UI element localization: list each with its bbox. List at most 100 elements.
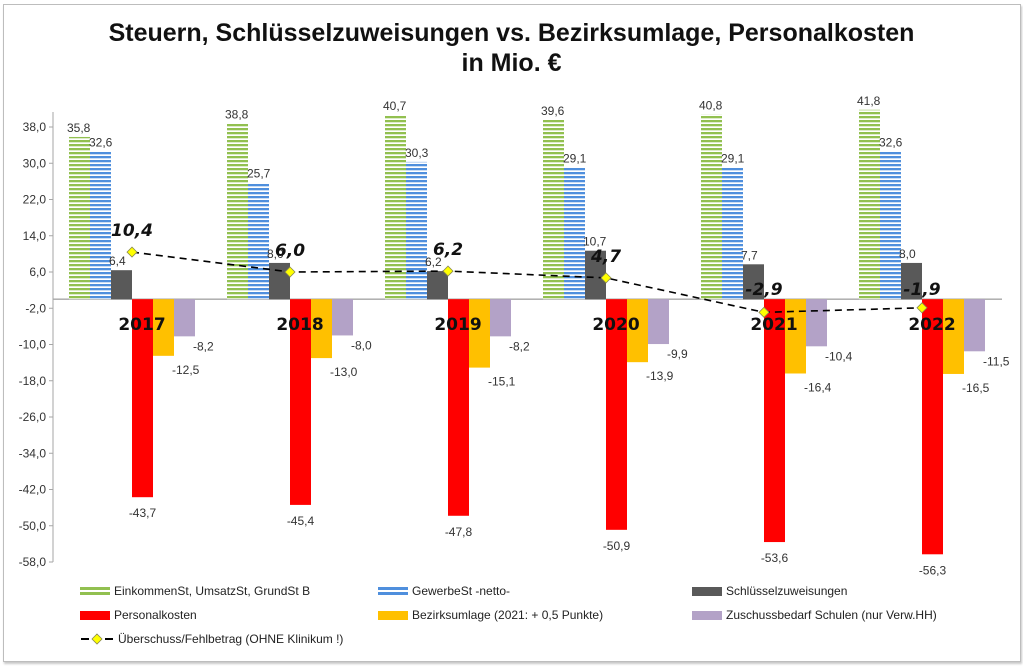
data-label: 32,6 <box>89 135 113 149</box>
data-label: 8,0 <box>899 247 916 261</box>
data-label: 29,1 <box>721 151 745 165</box>
bar-einkommenst-2019 <box>385 114 406 300</box>
x-category-label: 2020 <box>592 315 639 335</box>
data-label: 7,7 <box>741 248 758 262</box>
x-category-label: 2017 <box>118 315 165 335</box>
line-data-label: 10,4 <box>111 221 153 241</box>
bar-gewerbest-2020 <box>564 167 585 300</box>
bar-personalkosten-2020 <box>606 299 627 530</box>
chart-subtitle: in Mio. € <box>461 49 562 77</box>
bar-gewerbest-2021 <box>722 167 743 300</box>
legend-label: Zuschussbedarf Schulen (nur Verw.HH) <box>726 608 937 622</box>
legend-label: GewerbeSt -netto- <box>412 584 511 598</box>
line-data-label: -2,9 <box>745 280 782 300</box>
data-label: -50,9 <box>603 539 631 553</box>
bar-schlüsselzuweisungen-2020 <box>585 250 606 300</box>
bar-einkommenst-2022 <box>859 109 880 300</box>
line-data-label: -1,9 <box>903 280 940 300</box>
data-label: -9,9 <box>667 347 688 361</box>
data-label: 25,7 <box>247 167 271 181</box>
bar-schlüsselzuweisungen-2017 <box>111 270 132 300</box>
line-marker <box>758 306 770 318</box>
legend-swatch <box>378 610 408 620</box>
x-category-label: 2018 <box>276 315 323 335</box>
legend-item-schluesselzuweisungen: Schlüsselzuweisungen <box>692 583 847 599</box>
legend-swatch <box>80 610 110 620</box>
line-data-label: 4,7 <box>590 247 621 267</box>
bar-schlüsselzuweisungen-2021 <box>743 264 764 300</box>
bar-zuschussbedarf-2020 <box>648 299 669 345</box>
legend-swatch <box>378 587 408 595</box>
data-label: -56,3 <box>919 563 947 577</box>
data-label: -8,2 <box>193 339 214 353</box>
bar-personalkosten-2017 <box>132 299 153 498</box>
bar-gewerbest-2019 <box>406 161 427 300</box>
data-label: -8,2 <box>509 339 530 353</box>
y-tick-label: -58,0 <box>19 555 47 569</box>
data-label: -11,5 <box>983 354 1010 368</box>
data-label: -12,5 <box>172 363 200 377</box>
line-marker <box>126 246 138 258</box>
bar-zuschussbedarf-2017 <box>174 299 195 337</box>
data-label: 29,1 <box>563 151 587 165</box>
bar-personalkosten-2019 <box>448 299 469 516</box>
y-tick-label: 38,0 <box>23 120 47 134</box>
data-label: 35,8 <box>67 121 91 135</box>
y-tick-label: 30,0 <box>23 156 47 170</box>
chart-title: Steuern, Schlüsselzuweisungen vs. Bezirk… <box>0 18 1023 78</box>
bar-zuschussbedarf-2019 <box>490 299 511 337</box>
legend-item-zuschussbedarf: Zuschussbedarf Schulen (nur Verw.HH) <box>692 607 937 623</box>
y-tick-label: 6,0 <box>29 265 46 279</box>
y-tick-label: -42,0 <box>19 483 47 497</box>
data-label: -16,4 <box>804 381 832 395</box>
legend-label: Schlüsselzuweisungen <box>726 584 848 598</box>
line-marker <box>916 302 928 314</box>
bar-einkommenst-2017 <box>69 136 90 300</box>
data-label: -13,0 <box>330 365 358 379</box>
data-label: -47,8 <box>445 525 473 539</box>
legend-label: EinkommenSt, UmsatzSt, GrundSt B <box>114 584 311 598</box>
bar-personalkosten-2022 <box>922 299 943 555</box>
y-tick-label: -18,0 <box>19 374 47 388</box>
bar-bezirksumlage-2017 <box>153 299 174 356</box>
legend-label: Überschuss/Fehlbetrag (OHNE Klinikum !) <box>118 632 344 646</box>
data-label: -53,6 <box>761 551 789 565</box>
bar-schlüsselzuweisungen-2018 <box>269 262 290 300</box>
x-category-label: 2019 <box>434 315 481 335</box>
data-label: 32,6 <box>879 135 903 149</box>
legend-item-bezirksumlage: Bezirksumlage (2021: + 0,5 Punkte) <box>378 607 603 623</box>
bar-schlüsselzuweisungen-2019 <box>427 271 448 300</box>
line-data-label: 6,2 <box>433 240 463 260</box>
bar-gewerbest-2018 <box>248 182 269 300</box>
data-label: 10,7 <box>583 235 607 249</box>
data-label: 6,4 <box>109 254 126 268</box>
y-tick-label: -34,0 <box>19 446 47 460</box>
data-label: -45,4 <box>287 514 315 528</box>
bar-personalkosten-2021 <box>764 299 785 543</box>
line-marker <box>442 265 454 277</box>
data-label: 38,8 <box>225 107 249 121</box>
data-label: -15,1 <box>488 375 516 389</box>
y-tick-label: -50,0 <box>19 519 47 533</box>
legend-swatch <box>692 586 722 596</box>
data-label: 6,2 <box>425 255 442 269</box>
bar-zuschussbedarf-2021 <box>806 299 827 347</box>
data-label: 30,3 <box>405 146 429 160</box>
data-label: 40,8 <box>699 98 723 112</box>
bar-einkommenst-2020 <box>543 119 564 300</box>
bar-schlüsselzuweisungen-2022 <box>901 262 922 300</box>
bar-zuschussbedarf-2018 <box>332 299 353 336</box>
data-label: 41,8 <box>857 94 881 108</box>
legend-label: Personalkosten <box>114 608 197 622</box>
data-label: 40,7 <box>383 99 407 113</box>
data-label: 39,6 <box>541 104 565 118</box>
line-marker <box>600 272 612 284</box>
bar-einkommenst-2021 <box>701 114 722 300</box>
bar-gewerbest-2022 <box>880 151 901 300</box>
bar-bezirksumlage-2019 <box>469 299 490 368</box>
chart-title-line1: Steuern, Schlüsselzuweisungen vs. Bezirk… <box>108 19 915 47</box>
bar-einkommenst-2018 <box>227 123 248 300</box>
line-data-label: 6,0 <box>275 241 305 261</box>
bar-bezirksumlage-2018 <box>311 299 332 359</box>
